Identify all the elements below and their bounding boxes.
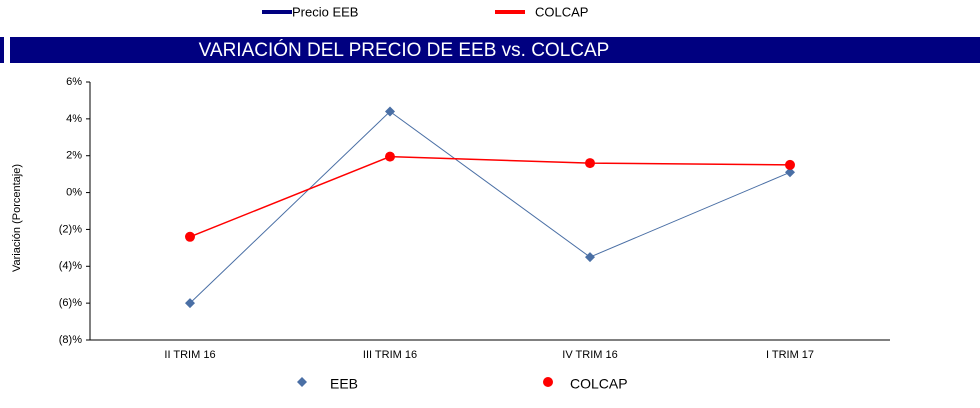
legend-label: EEB bbox=[330, 376, 358, 392]
y-tick-label: (2)% bbox=[59, 223, 82, 235]
y-tick-label: 2% bbox=[66, 150, 82, 162]
point bbox=[785, 159, 795, 170]
banner-edge bbox=[0, 37, 4, 63]
chart-title: VARIACIÓN DEL PRECIO DE EEB vs. COLCAP bbox=[199, 39, 610, 61]
point bbox=[585, 158, 595, 169]
x-tick-label: IV TRIM 16 bbox=[562, 349, 617, 361]
point bbox=[185, 298, 195, 309]
y-tick-label: 4% bbox=[66, 113, 82, 125]
y-tick-label: (8)% bbox=[59, 334, 82, 346]
legend-marker bbox=[297, 377, 307, 387]
point bbox=[385, 151, 395, 162]
point bbox=[785, 167, 795, 178]
legend-label: Precio EEB bbox=[292, 4, 358, 19]
series-line bbox=[189, 155, 791, 238]
point bbox=[385, 106, 395, 117]
x-tick-label: I TRIM 17 bbox=[766, 349, 814, 361]
x-tick-label: III TRIM 16 bbox=[363, 349, 417, 361]
legend-label: COLCAP bbox=[535, 4, 588, 19]
y-tick-label: 0% bbox=[66, 186, 82, 198]
title-banner bbox=[10, 37, 980, 63]
point bbox=[185, 231, 195, 242]
series-line bbox=[189, 110, 791, 304]
y-tick-label: (6)% bbox=[59, 297, 82, 309]
legend-marker bbox=[543, 377, 553, 387]
y-tick-label: 6% bbox=[66, 76, 82, 88]
x-tick-label: II TRIM 16 bbox=[164, 349, 215, 361]
point bbox=[585, 252, 595, 263]
y-tick-label: (4)% bbox=[59, 260, 82, 272]
legend-label: COLCAP bbox=[570, 376, 628, 392]
y-axis-label: Variación (Porcentaje) bbox=[11, 164, 23, 272]
